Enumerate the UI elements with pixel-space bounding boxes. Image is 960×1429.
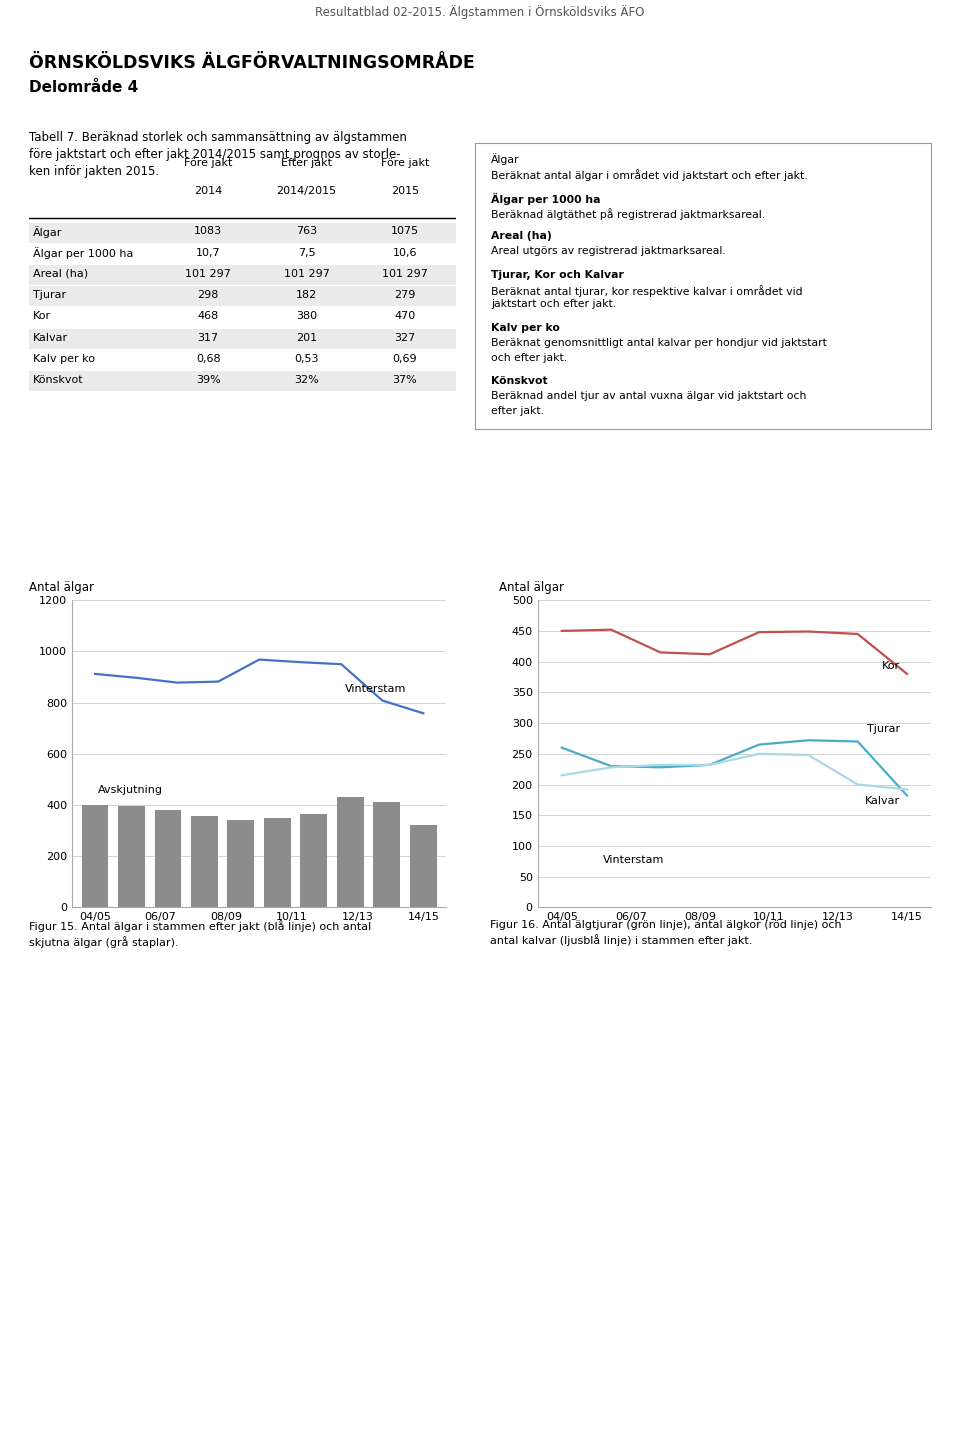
- Bar: [337, 797, 364, 907]
- Text: 327: 327: [395, 333, 416, 343]
- Bar: [29, 223, 456, 243]
- Bar: [82, 805, 108, 907]
- Text: Älgar: Älgar: [492, 153, 519, 164]
- Text: Antal älgar: Antal älgar: [29, 582, 94, 594]
- Text: Vinterstam: Vinterstam: [345, 684, 406, 694]
- Text: 101 297: 101 297: [185, 269, 231, 279]
- Bar: [29, 372, 456, 392]
- Text: Beräknat antal tjurar, kor respektive kalvar i området vid: Beräknat antal tjurar, kor respektive ka…: [492, 284, 803, 297]
- Text: 201: 201: [296, 333, 317, 343]
- Bar: [191, 816, 218, 907]
- Bar: [118, 806, 145, 907]
- Bar: [29, 266, 456, 286]
- Text: Älgar per 1000 ha: Älgar per 1000 ha: [33, 247, 133, 260]
- Text: Antal älgar: Antal älgar: [499, 582, 564, 594]
- Text: 317: 317: [198, 333, 219, 343]
- Text: Kor: Kor: [33, 312, 51, 322]
- Text: 10,7: 10,7: [196, 247, 221, 257]
- Bar: [373, 803, 400, 907]
- Text: 2014/2015: 2014/2015: [276, 186, 337, 196]
- Bar: [264, 819, 291, 907]
- Bar: [29, 329, 456, 349]
- Text: ÖRNSKÖLDSVIKS ÄLGFÖRVALTNINGSOMRÅDE: ÖRNSKÖLDSVIKS ÄLGFÖRVALTNINGSOMRÅDE: [29, 54, 474, 73]
- Bar: [228, 820, 254, 907]
- Text: 1083: 1083: [194, 226, 223, 236]
- Text: 2014: 2014: [194, 186, 223, 196]
- Text: jaktstart och efter jakt.: jaktstart och efter jakt.: [492, 300, 616, 310]
- Text: Tjurar, Kor och Kalvar: Tjurar, Kor och Kalvar: [492, 270, 624, 280]
- Text: Figur 16. Antal älgtjurar (grön linje), antal älgkor (röd linje) och
antal kalva: Figur 16. Antal älgtjurar (grön linje), …: [490, 920, 841, 946]
- Text: Kalvar: Kalvar: [33, 333, 68, 343]
- Text: 182: 182: [296, 290, 317, 300]
- Text: Kalvar: Kalvar: [865, 796, 900, 806]
- Bar: [300, 813, 327, 907]
- Text: Könskvot: Könskvot: [492, 376, 548, 386]
- Text: 101 297: 101 297: [382, 269, 427, 279]
- Text: 0,53: 0,53: [294, 354, 319, 364]
- Text: efter jakt.: efter jakt.: [492, 406, 544, 416]
- Text: 763: 763: [296, 226, 317, 236]
- Text: Tjurar: Tjurar: [867, 725, 900, 735]
- Text: Tjurar: Tjurar: [33, 290, 66, 300]
- Text: 279: 279: [394, 290, 416, 300]
- Text: Delområde 4: Delområde 4: [29, 80, 138, 94]
- Text: 39%: 39%: [196, 376, 221, 384]
- Text: 468: 468: [198, 312, 219, 322]
- Text: 7,5: 7,5: [298, 247, 315, 257]
- Text: Beräknad andel tjur av antal vuxna älgar vid jaktstart och: Beräknad andel tjur av antal vuxna älgar…: [492, 392, 806, 402]
- Text: 101 297: 101 297: [283, 269, 329, 279]
- Text: Kor: Kor: [882, 662, 900, 672]
- Text: Tabell 7. Beräknad storlek och sammansättning av älgstammen
före jaktstart och e: Tabell 7. Beräknad storlek och sammansät…: [29, 131, 407, 179]
- Text: Vinterstam: Vinterstam: [603, 855, 664, 865]
- Text: 0,69: 0,69: [393, 354, 417, 364]
- Text: 380: 380: [296, 312, 317, 322]
- Text: Före jakt: Före jakt: [380, 157, 429, 167]
- Text: Beräknad älgtäthet på registrerad jaktmarksareal.: Beräknad älgtäthet på registrerad jaktma…: [492, 207, 765, 220]
- Bar: [410, 826, 437, 907]
- Text: Beräknat genomsnittligt antal kalvar per hondjur vid jaktstart: Beräknat genomsnittligt antal kalvar per…: [492, 337, 827, 347]
- Text: Areal (ha): Areal (ha): [492, 231, 552, 242]
- Text: 1075: 1075: [391, 226, 419, 236]
- Text: Kalv per ko: Kalv per ko: [33, 354, 95, 364]
- Text: 10,6: 10,6: [393, 247, 417, 257]
- Text: Älgar per 1000 ha: Älgar per 1000 ha: [492, 193, 601, 204]
- Text: Efter jakt: Efter jakt: [281, 157, 332, 167]
- Text: 470: 470: [395, 312, 416, 322]
- Bar: [155, 810, 181, 907]
- Bar: [29, 286, 456, 306]
- Text: Resultatblad 02-2015. Älgstammen i Örnsköldsviks ÄFO: Resultatblad 02-2015. Älgstammen i Örnsk…: [315, 4, 645, 19]
- Text: 32%: 32%: [294, 376, 319, 384]
- Text: Avskjutning: Avskjutning: [98, 786, 163, 796]
- Text: Beräknat antal älgar i området vid jaktstart och efter jakt.: Beräknat antal älgar i området vid jakts…: [492, 170, 807, 181]
- Text: 298: 298: [198, 290, 219, 300]
- Text: Könskvot: Könskvot: [33, 376, 84, 384]
- Text: Areal (ha): Areal (ha): [33, 269, 88, 279]
- Text: 0,68: 0,68: [196, 354, 221, 364]
- Text: Älgar: Älgar: [33, 226, 62, 239]
- Text: Areal utgörs av registrerad jaktmarksareal.: Areal utgörs av registrerad jaktmarksare…: [492, 246, 726, 256]
- Text: och efter jakt.: och efter jakt.: [492, 353, 567, 363]
- Text: Kalv per ko: Kalv per ko: [492, 323, 560, 333]
- Text: 2015: 2015: [391, 186, 419, 196]
- Text: Figur 15. Antal älgar i stammen efter jakt (blå linje) och antal
skjutna älgar (: Figur 15. Antal älgar i stammen efter ja…: [29, 920, 372, 947]
- Text: 37%: 37%: [393, 376, 417, 384]
- Text: Före jakt: Före jakt: [184, 157, 232, 167]
